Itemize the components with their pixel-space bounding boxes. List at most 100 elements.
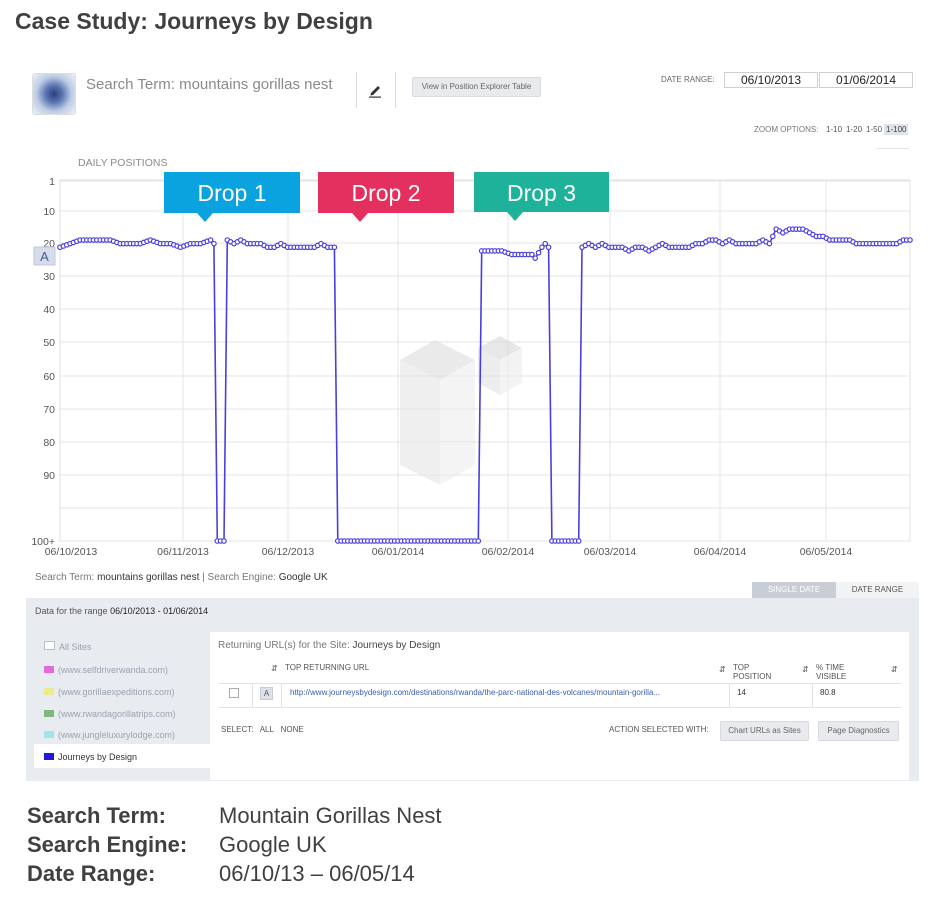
- date-range-label: DATE RANGE:: [661, 75, 715, 84]
- tab-single-date[interactable]: SINGLE DATE: [752, 582, 836, 598]
- data-point: [545, 244, 552, 251]
- row-badge: A: [260, 687, 273, 700]
- col-top-position-line2[interactable]: POSITION: [733, 672, 772, 681]
- site-item-all-sites[interactable]: All Sites: [44, 641, 92, 652]
- data-point: [221, 538, 227, 544]
- site-item-rwandagorillatrips[interactable]: (www.rwandagorillatrips.com): [44, 709, 176, 719]
- cell-divider: [252, 683, 253, 707]
- drop-callout-2: Drop 2: [318, 172, 454, 222]
- drop-callout-label: Drop 3: [507, 180, 576, 206]
- zoom-underline: [876, 148, 909, 149]
- site-label: (www.jungleluxurylodge.com): [58, 730, 176, 740]
- cell-divider: [729, 683, 730, 707]
- header-divider: [395, 72, 396, 108]
- data-point: [475, 538, 482, 544]
- edit-pencil-icon[interactable]: [368, 82, 382, 98]
- site-item-journeys-by-design[interactable]: Journeys by Design: [44, 752, 137, 762]
- daily-positions-chart: 1 10 20 30 40 50 60 70 80 90 100+06/10/2013 06/11/2…: [31, 172, 913, 558]
- color-swatch: [44, 710, 54, 717]
- sort-icon[interactable]: ⇵: [891, 665, 898, 674]
- x-tick-label: 06/02/2014: [482, 546, 535, 558]
- action-selected-label: ACTION SELECTED WITH:: [609, 725, 709, 734]
- x-tick-label: 06/12/2013: [262, 546, 315, 558]
- y-tick-label: 70: [43, 404, 55, 416]
- chart-subinfo: Search Term: mountains gorillas nest | S…: [35, 572, 328, 583]
- watermark-logo: [400, 336, 522, 485]
- data-point: [532, 255, 538, 261]
- site-item-selfdriverwanda[interactable]: (www.selfdriverwanda.com): [44, 665, 168, 675]
- y-tick-label: 20: [43, 238, 55, 250]
- site-item-jungleluxurylodge[interactable]: (www.jungleluxurylodge.com): [44, 730, 175, 740]
- row-url-link[interactable]: http://www.journeysbydesign.com/destinat…: [290, 688, 660, 697]
- sort-icon[interactable]: ⇵: [271, 664, 278, 673]
- data-point: [211, 240, 217, 247]
- select-all-link[interactable]: ALL: [259, 725, 274, 734]
- site-item-gorillaexpeditions[interactable]: (www.gorillaexpeditions.com): [44, 687, 175, 697]
- y-tick-label: 30: [43, 271, 55, 283]
- site-label: Journeys by Design: [58, 752, 138, 762]
- color-swatch: [44, 688, 54, 695]
- zoom-option-1-20[interactable]: 1-20: [846, 125, 863, 134]
- date-from-input[interactable]: 06/10/2013: [724, 72, 818, 88]
- site-label: All Sites: [59, 642, 92, 652]
- zoom-option-1-100[interactable]: 1-100: [884, 124, 909, 135]
- y-tick-label: 1: [49, 176, 55, 188]
- site-logo: [32, 73, 76, 115]
- col-top-position-line1[interactable]: TOP: [733, 663, 750, 672]
- sort-icon[interactable]: ⇵: [802, 665, 809, 674]
- y-tick-label: 50: [43, 337, 55, 349]
- drop-callout-label: Drop 1: [197, 180, 266, 206]
- y-tick-label: 60: [43, 371, 55, 383]
- select-none-link[interactable]: NONE: [280, 725, 304, 734]
- series-marker-a: A: [33, 246, 56, 266]
- col-top-returning-url[interactable]: TOP RETURNING URL: [285, 663, 370, 672]
- summary-engine-label: Search Engine:: [27, 832, 188, 857]
- x-tick-label: 06/11/2013: [157, 546, 209, 558]
- checkbox-icon: [44, 641, 55, 650]
- summary-range-value: 06/10/13 – 06/05/14: [219, 861, 415, 886]
- data-point: [769, 233, 776, 240]
- subinfo-engine-value: Google UK: [278, 572, 328, 583]
- chart-title: DAILY POSITIONS: [78, 157, 168, 169]
- sort-icon[interactable]: ⇵: [719, 665, 726, 674]
- table-divider: [218, 683, 902, 684]
- page-diagnostics-button[interactable]: Page Diagnostics: [818, 721, 899, 741]
- zoom-option-1-50[interactable]: 1-50: [866, 125, 883, 134]
- site-item-active-bg: [34, 744, 210, 768]
- view-position-explorer-button[interactable]: View in Position Explorer Table: [412, 77, 541, 97]
- cell-divider: [281, 683, 282, 707]
- drop-callout-1: Drop 1: [164, 172, 300, 222]
- drop-callout-label: Drop 2: [351, 180, 420, 206]
- data-range-value: 06/10/2013 - 01/06/2014: [110, 606, 209, 616]
- subinfo-term-value: mountains gorillas nest: [97, 572, 200, 583]
- cell-divider: [812, 683, 813, 707]
- data-point: [529, 251, 535, 258]
- site-label: (www.gorillaexpeditions.com): [58, 687, 175, 697]
- x-tick-label: 06/03/2014: [584, 546, 637, 558]
- y-tick-label: 40: [43, 304, 55, 316]
- data-point: [766, 240, 773, 247]
- color-swatch: [44, 666, 54, 673]
- col-time-visible-line1[interactable]: % TIME: [816, 663, 845, 672]
- data-point: [535, 249, 542, 256]
- tab-date-range[interactable]: DATE RANGE: [836, 582, 919, 598]
- col-time-visible-line2[interactable]: VISIBLE: [816, 672, 847, 681]
- zoom-option-1-10[interactable]: 1-10: [826, 125, 843, 134]
- x-tick-label: 06/04/2014: [694, 546, 747, 558]
- summary-engine-value: Google UK: [219, 832, 327, 857]
- select-controls: SELECT: ALL NONE: [221, 725, 304, 734]
- row-time-visible: 80.8: [820, 688, 836, 697]
- subinfo-engine-label: Search Engine:: [207, 572, 276, 583]
- chart-urls-as-sites-button[interactable]: Chart URLs as Sites: [720, 721, 809, 741]
- summary-term-value: Mountain Gorillas Nest: [219, 803, 442, 828]
- x-tick-label: 06/01/2014: [372, 546, 425, 558]
- table-divider: [218, 707, 902, 708]
- header-divider: [356, 72, 357, 108]
- data-point: [907, 237, 913, 243]
- select-label: SELECT:: [221, 725, 254, 734]
- subinfo-separator: |: [202, 572, 205, 583]
- date-to-input[interactable]: 01/06/2014: [819, 72, 913, 88]
- data-range-heading: Data for the range 06/10/2013 - 01/06/20…: [35, 606, 208, 616]
- row-checkbox[interactable]: [229, 688, 239, 698]
- x-tick-label: 06/05/2014: [800, 546, 853, 558]
